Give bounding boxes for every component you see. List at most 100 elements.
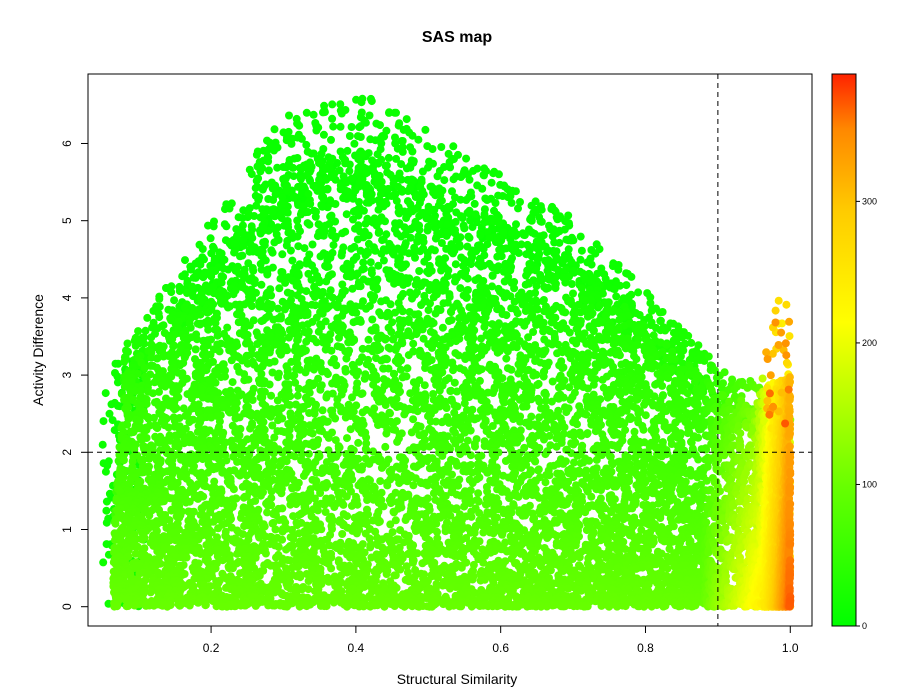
data-point (353, 235, 362, 244)
data-point (246, 230, 255, 239)
data-point (476, 262, 485, 271)
data-point (438, 323, 447, 332)
data-point (392, 403, 401, 411)
data-point (345, 132, 354, 140)
data-point (264, 153, 273, 162)
data-point (662, 340, 671, 349)
data-point (392, 108, 400, 117)
data-point (661, 326, 670, 335)
data-point (564, 245, 573, 254)
data-point (437, 196, 446, 205)
data-point (501, 457, 510, 465)
data-point (287, 139, 296, 148)
data-point (612, 292, 621, 301)
data-point (431, 309, 440, 318)
data-point (328, 100, 337, 109)
data-point (478, 184, 487, 193)
data-point (450, 246, 459, 255)
data-point (98, 440, 107, 449)
data-point (365, 111, 374, 120)
data-point (535, 397, 544, 406)
data-point (358, 344, 367, 353)
data-point (398, 373, 407, 382)
data-point (331, 414, 340, 423)
data-point (473, 164, 482, 173)
data-point (555, 238, 564, 247)
data-point (514, 204, 522, 213)
data-point (476, 231, 485, 240)
data-point (338, 248, 347, 257)
data-point (191, 273, 200, 282)
data-point (451, 260, 460, 269)
data-point (131, 341, 140, 350)
data-point (354, 167, 363, 176)
data-point (425, 464, 434, 473)
data-point (413, 407, 422, 416)
data-point (199, 271, 208, 280)
data-point (550, 206, 559, 215)
data-point (394, 182, 403, 191)
data-point (691, 377, 699, 386)
data-point (285, 401, 294, 409)
data-point (552, 442, 561, 451)
data-point (466, 188, 475, 197)
data-point (170, 405, 179, 414)
data-point (406, 389, 415, 398)
data-point (627, 272, 636, 281)
data-point (345, 167, 354, 176)
data-point (394, 208, 403, 217)
data-point (153, 354, 162, 363)
data-point (418, 167, 427, 176)
data-point (269, 315, 278, 324)
data-point (276, 350, 285, 359)
data-point (386, 170, 395, 179)
data-point (319, 195, 328, 203)
data-point (254, 174, 263, 183)
data-point (319, 145, 328, 153)
data-point (322, 393, 331, 402)
data-point (532, 282, 541, 291)
data-point (292, 114, 301, 123)
data-point (332, 361, 341, 370)
data-point (324, 433, 333, 442)
data-point (569, 236, 578, 245)
data-point (428, 145, 437, 153)
data-point (266, 412, 275, 421)
data-point (318, 406, 327, 415)
data-point (312, 121, 321, 130)
data-point (329, 122, 338, 131)
data-point (411, 205, 420, 213)
data-point (301, 368, 310, 377)
data-point (385, 108, 394, 117)
data-point (553, 215, 562, 224)
data-point (309, 110, 318, 119)
data-point (421, 125, 430, 134)
data-point (411, 253, 419, 262)
data-point (512, 220, 520, 229)
data-point (257, 317, 266, 326)
data-point (274, 373, 283, 382)
data-point (523, 240, 532, 249)
data-point (424, 205, 433, 214)
data-point (598, 336, 607, 345)
data-point (454, 150, 462, 159)
data-point (148, 389, 157, 398)
data-point (368, 315, 377, 324)
data-point (440, 176, 449, 185)
data-point (527, 213, 536, 222)
data-point (355, 123, 364, 132)
data-point (461, 355, 470, 363)
data-point (406, 163, 415, 172)
data-point (558, 364, 567, 372)
data-point (565, 219, 573, 228)
data-point (280, 200, 289, 209)
data-point (143, 313, 152, 322)
data-point (518, 229, 527, 238)
data-point (520, 321, 529, 330)
data-point (548, 232, 557, 241)
data-points (98, 94, 795, 611)
data-point (311, 301, 320, 310)
data-point (391, 139, 400, 148)
data-point (471, 442, 479, 451)
data-point (356, 133, 365, 141)
